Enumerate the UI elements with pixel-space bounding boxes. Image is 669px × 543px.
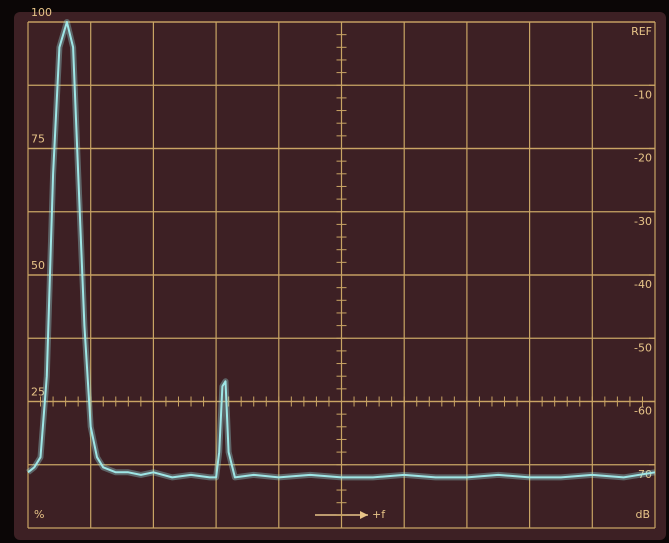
y2-tick-label: -60 bbox=[634, 405, 652, 418]
y-tick-label: 50 bbox=[31, 259, 45, 272]
y2-tick-label: -30 bbox=[634, 215, 652, 228]
x-axis-label: +f bbox=[372, 508, 386, 521]
y-axis-label: % bbox=[34, 508, 44, 521]
y-tick-label: 75 bbox=[31, 133, 45, 146]
y2-tick-label: -50 bbox=[634, 341, 652, 354]
y2-tick-label: -20 bbox=[634, 152, 652, 165]
display bbox=[14, 12, 666, 540]
y2-tick-label: -10 bbox=[634, 88, 652, 101]
y2-tick-label: REF bbox=[631, 25, 652, 38]
y-tick-label: 100 bbox=[31, 6, 52, 19]
y2-axis-label: dB bbox=[635, 508, 650, 521]
y-tick-label: 25 bbox=[31, 386, 45, 399]
x-arrow-head bbox=[360, 511, 368, 519]
y2-tick-label: -40 bbox=[634, 278, 652, 291]
trace bbox=[27, 21, 656, 479]
